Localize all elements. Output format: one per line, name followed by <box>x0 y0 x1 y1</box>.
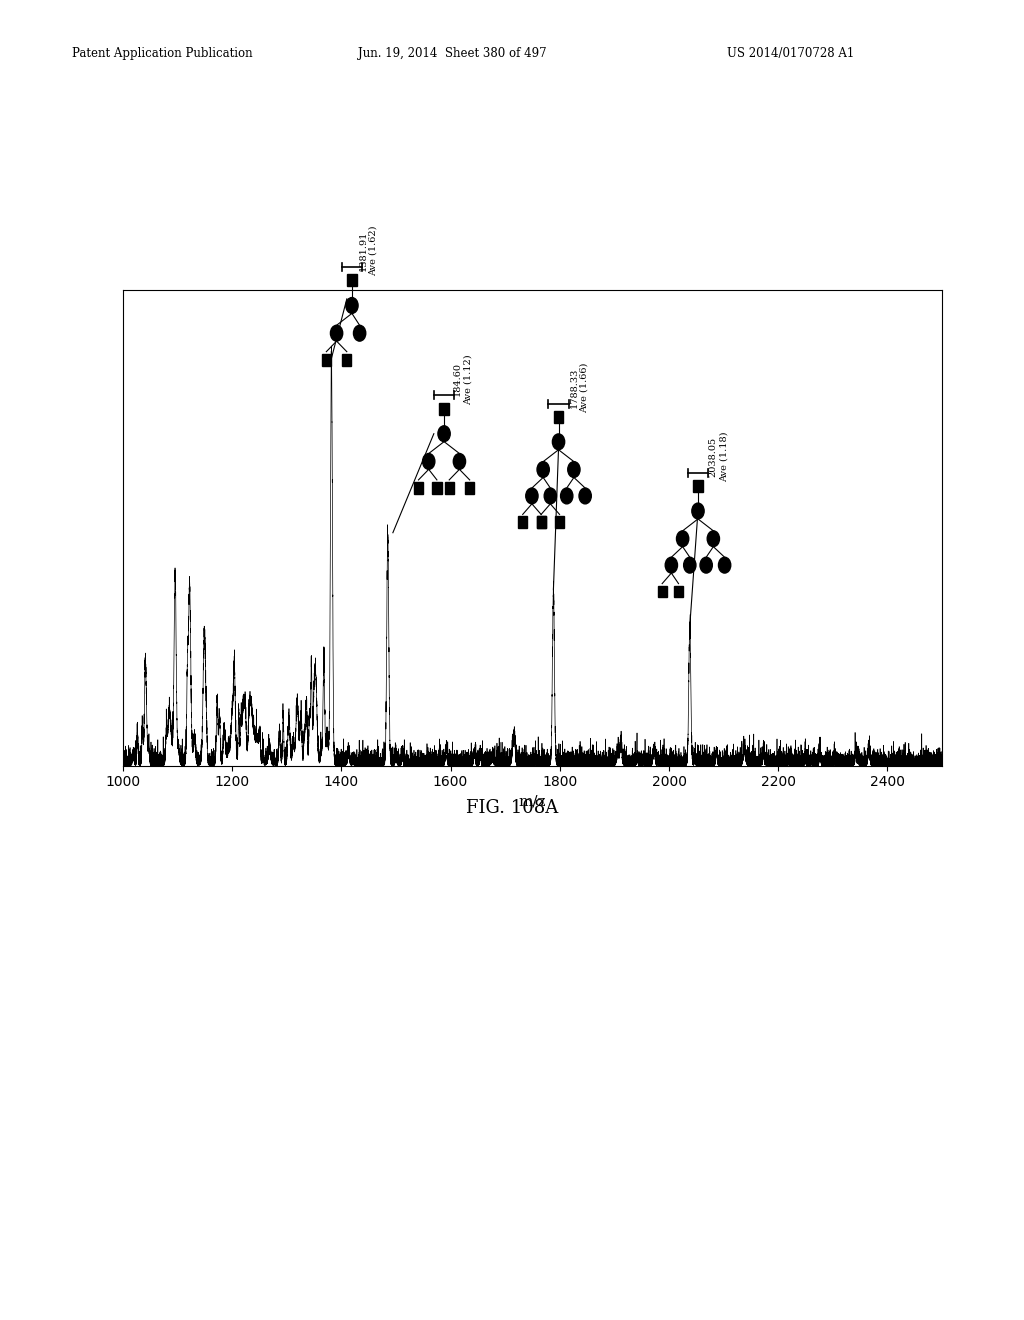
Text: 1381.91
Ave (1.62): 1381.91 Ave (1.62) <box>358 226 378 276</box>
Text: 2038.05
Ave (1.18): 2038.05 Ave (1.18) <box>709 432 728 482</box>
Text: US 2014/0170728 A1: US 2014/0170728 A1 <box>727 46 854 59</box>
Text: 1788.33
Ave (1.66): 1788.33 Ave (1.66) <box>569 363 589 413</box>
Text: Jun. 19, 2014  Sheet 380 of 497: Jun. 19, 2014 Sheet 380 of 497 <box>358 46 547 59</box>
Text: 184.60
Ave (1.12): 184.60 Ave (1.12) <box>453 354 472 405</box>
Text: FIG. 108A: FIG. 108A <box>466 799 558 817</box>
X-axis label: m/z: m/z <box>519 795 546 809</box>
Text: Patent Application Publication: Patent Application Publication <box>72 46 252 59</box>
